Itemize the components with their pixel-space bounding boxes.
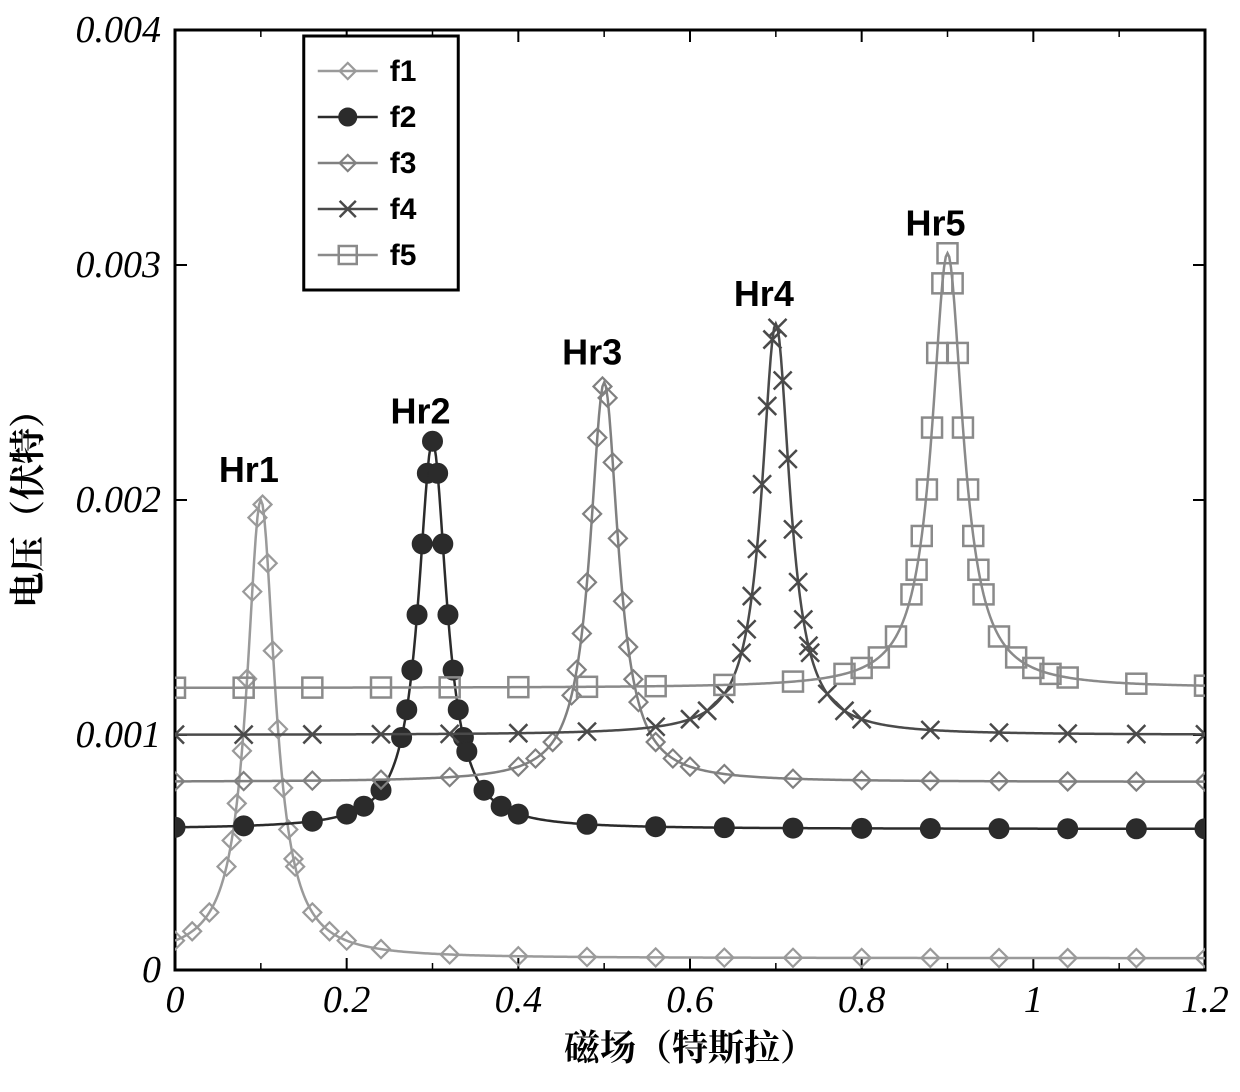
x-tick-label: 0.6 xyxy=(666,979,714,1021)
legend-label-f2: f2 xyxy=(390,101,417,134)
peak-label-Hr4: Hr4 xyxy=(734,273,794,314)
peak-label-Hr1: Hr1 xyxy=(219,449,279,490)
series-markers-f5 xyxy=(165,243,1215,697)
chart-svg: 0 0.2 0.4 0.6 0.8 1 1.2 0 0.001 0.002 0.003 0.004 磁场… xyxy=(0,0,1240,1092)
legend-label-f1: f1 xyxy=(390,55,417,88)
series-line-f5 xyxy=(175,253,1205,687)
legend-label-f5: f5 xyxy=(390,239,417,272)
x-tick-label: 1.2 xyxy=(1181,979,1229,1021)
y-tick-label: 0.001 xyxy=(76,714,162,756)
series-markers-f2 xyxy=(165,431,1215,839)
x-tick-label: 1 xyxy=(1024,979,1043,1021)
peak-label-Hr3: Hr3 xyxy=(562,332,622,373)
y-tick-label: 0.002 xyxy=(76,479,162,521)
y-tick-label: 0.003 xyxy=(76,244,162,286)
x-axis-title: 磁场（特斯拉） xyxy=(564,1020,816,1071)
peak-label-Hr2: Hr2 xyxy=(390,390,450,431)
x-tick-label: 0 xyxy=(166,979,185,1021)
x-tick-label: 0.4 xyxy=(495,979,543,1021)
series-line-f1 xyxy=(175,500,1205,958)
chart-container: 0 0.2 0.4 0.6 0.8 1 1.2 0 0.001 0.002 0.003 0.004 磁场… xyxy=(0,0,1240,1092)
series-markers-f1 xyxy=(166,496,1214,968)
series-line-f2 xyxy=(175,441,1205,829)
y-tick-label: 0 xyxy=(142,949,161,991)
y-tick-label: 0.004 xyxy=(76,9,162,51)
x-tick-label: 0.8 xyxy=(838,979,886,1021)
legend-label-f3: f3 xyxy=(390,147,417,180)
series-line-f3 xyxy=(175,383,1205,782)
peak-label-Hr5: Hr5 xyxy=(905,202,965,243)
series-markers-f3 xyxy=(166,377,1214,790)
legend: f1 f2 f3 f4 f5 xyxy=(304,36,459,290)
legend-label-f4: f4 xyxy=(390,193,417,226)
y-axis-title: 电压（伏特） xyxy=(0,392,51,608)
series-group xyxy=(165,243,1215,967)
x-tick-label: 0.2 xyxy=(323,979,371,1021)
